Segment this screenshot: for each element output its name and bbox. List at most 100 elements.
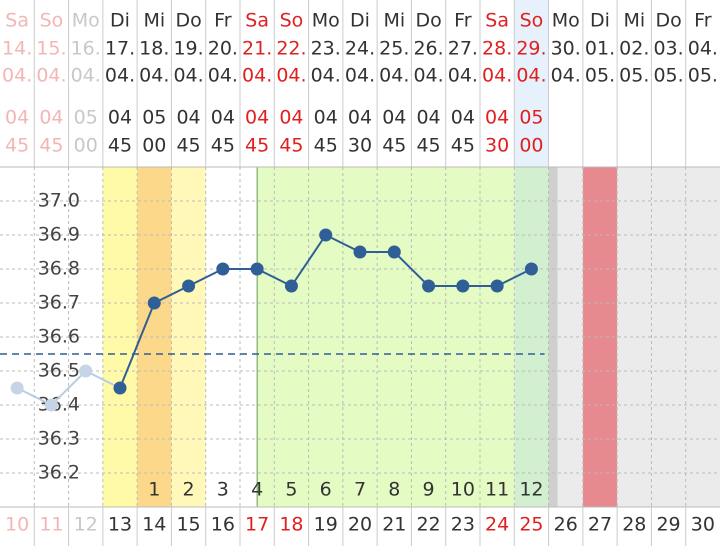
hour: 04 [245,107,269,129]
weekday: Fr [454,10,472,32]
minute: 45 [108,135,132,157]
minute: 00 [519,135,543,157]
month: 04. [379,65,409,87]
weekday: Di [110,10,130,32]
phase-label: 10 [451,479,475,501]
cycle-day: 21 [382,514,406,536]
y-tick-label: 36.2 [38,462,80,484]
y-tick-label: 36.8 [38,258,80,280]
month: 04. [242,65,272,87]
day: 26. [413,38,443,60]
hour: 05 [142,107,166,129]
month: 04. [71,65,101,87]
weekday: Di [350,10,370,32]
cycle-day: 10 [5,514,29,536]
month: 04. [482,65,512,87]
weekday: Do [655,10,681,32]
day: 14. [2,38,32,60]
temperature-point [422,279,436,293]
cycle-day: 26 [554,514,578,536]
month: 05. [585,65,615,87]
hour: 04 [451,107,475,129]
day: 23. [311,38,341,60]
minute: 30 [348,135,372,157]
minute: 00 [74,135,98,157]
cycle-day: 30 [691,514,715,536]
minute: 45 [451,135,475,157]
hour: 04 [314,107,338,129]
y-tick-label: 36.5 [38,360,80,382]
hour: 05 [519,107,543,129]
day: 30. [551,38,581,60]
phase-band [514,167,549,507]
temperature-point [319,228,333,242]
cycle-day: 13 [108,514,132,536]
hour: 04 [39,107,63,129]
minute: 45 [314,135,338,157]
phase-label: 3 [217,479,229,501]
phase-label: 11 [485,479,509,501]
minute: 45 [5,135,29,157]
cycle-day: 12 [74,514,98,536]
phase-label: 4 [251,479,263,501]
hour: 04 [5,107,29,129]
cycle-day: 20 [348,514,372,536]
minute: 45 [211,135,235,157]
weekday: Mi [383,10,405,32]
cycle-day: 15 [176,514,200,536]
phase-label: 7 [354,479,366,501]
phase-label: 2 [183,479,195,501]
month: 04. [139,65,169,87]
temperature-point [490,279,504,293]
minute: 45 [176,135,200,157]
day: 27. [448,38,478,60]
day: 03. [653,38,683,60]
cycle-day: 27 [588,514,612,536]
phase-band [137,167,172,507]
weekday: So [40,10,64,32]
minute: 45 [245,135,269,157]
hour: 04 [485,107,509,129]
day: 15. [36,38,66,60]
day: 22. [276,38,306,60]
temperature-point [79,364,93,378]
y-tick-label: 37.0 [38,190,80,212]
faded-line [16,369,121,407]
day: 25. [379,38,409,60]
day: 02. [619,38,649,60]
minute: 30 [485,135,509,157]
month: 04. [516,65,546,87]
hour: 04 [279,107,303,129]
day: 04. [688,38,718,60]
temperature-point [216,262,230,276]
header-highlight [514,0,549,167]
cycle-day: 24 [485,514,509,536]
minute: 45 [279,135,303,157]
day: 18. [139,38,169,60]
weekday: So [520,10,544,32]
weekday: Di [590,10,610,32]
weekday: Mi [623,10,645,32]
month: 04. [345,65,375,87]
phase-label: 12 [519,479,543,501]
day: 28. [482,38,512,60]
day: 17. [105,38,135,60]
cycle-day: 16 [211,514,235,536]
weekday: Sa [245,10,269,32]
temperature-point [113,381,127,395]
weekday: Mo [552,10,580,32]
weekday: Fr [214,10,232,32]
hour: 04 [348,107,372,129]
weekday: Mo [72,10,100,32]
day: 20. [208,38,238,60]
cycle-day: 22 [416,514,440,536]
month: 04. [551,65,581,87]
weekday: So [280,10,304,32]
weekday: Fr [694,10,712,32]
weekday: Do [175,10,201,32]
weekday: Do [415,10,441,32]
y-tick-label: 36.7 [38,292,80,314]
month: 04. [208,65,238,87]
month: 05. [688,65,718,87]
